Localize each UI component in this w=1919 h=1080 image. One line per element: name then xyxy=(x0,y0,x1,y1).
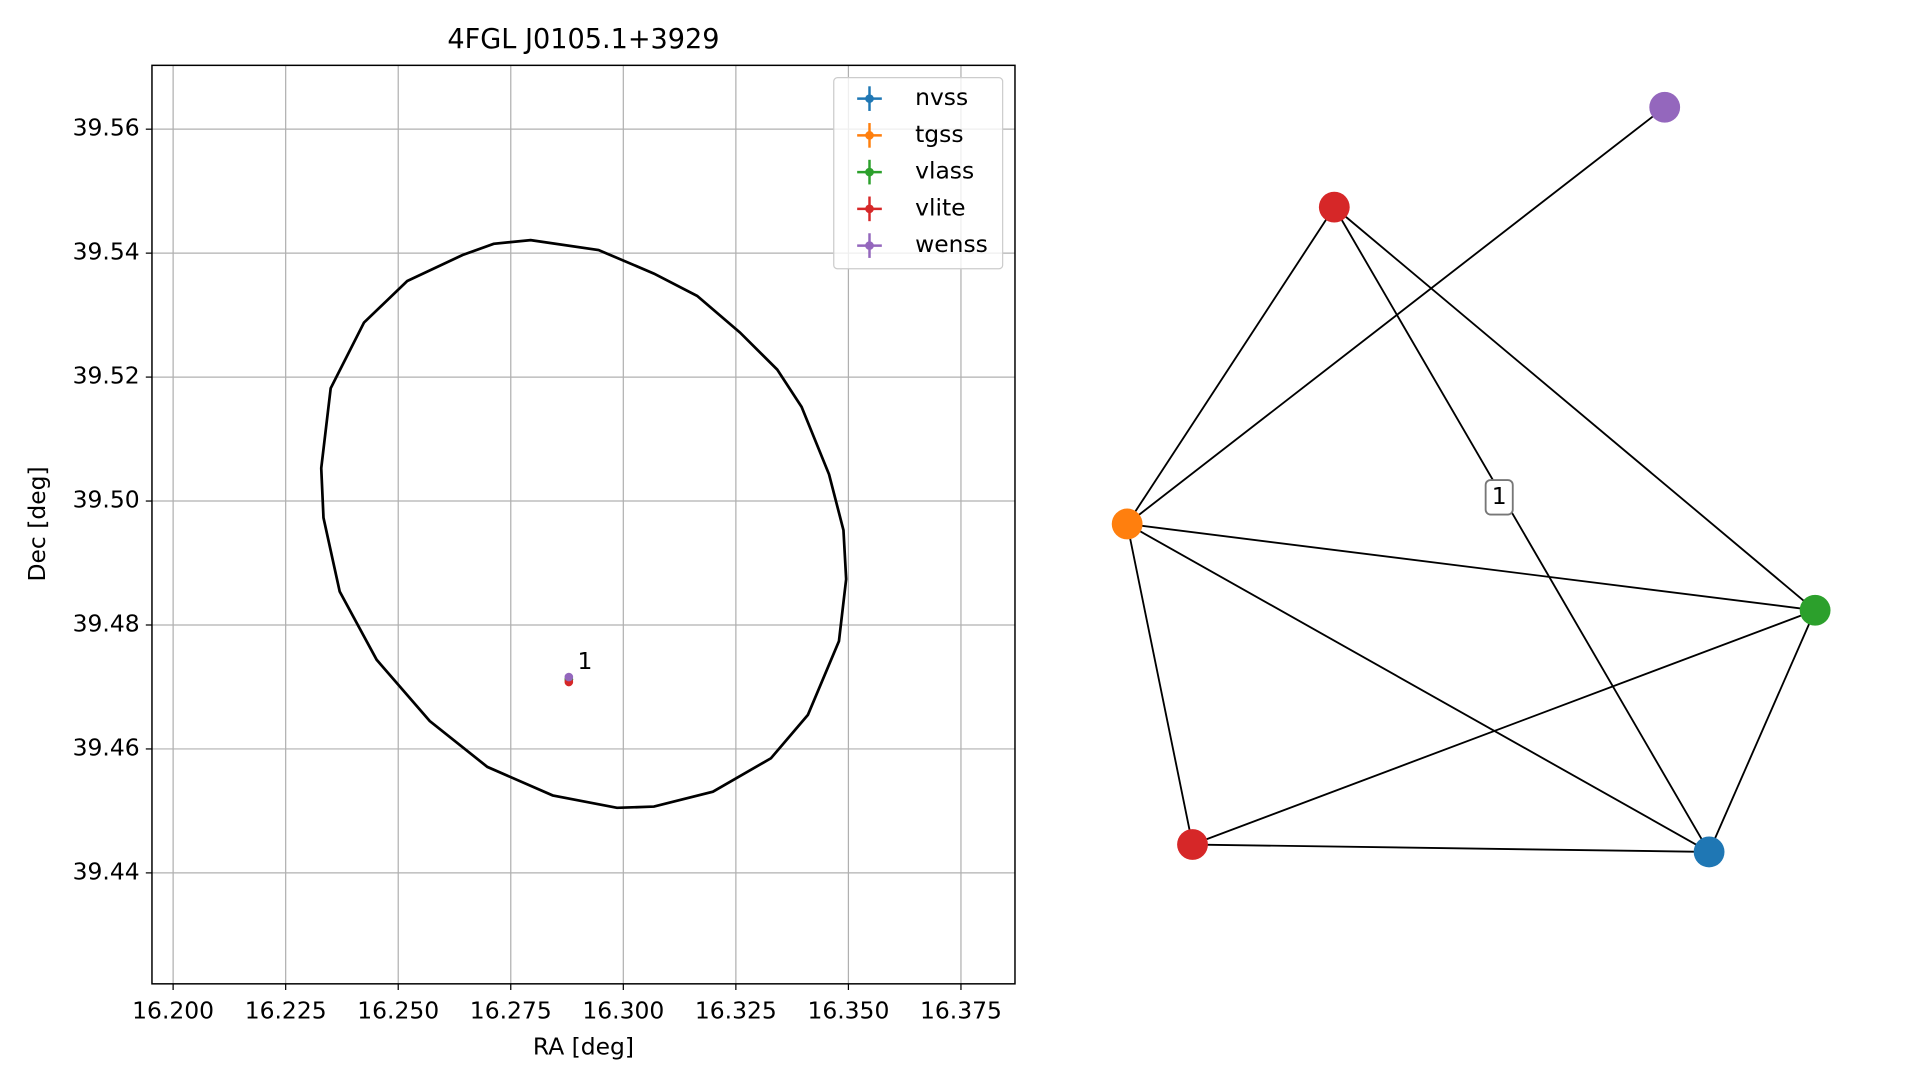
graph-edge xyxy=(1126,106,1666,525)
x-tick-label: 16.375 xyxy=(920,997,1002,1025)
graph-edge xyxy=(1126,523,1194,845)
x-tick-label: 16.200 xyxy=(132,997,214,1025)
y-tick-label: 39.46 xyxy=(73,733,140,761)
graph-edge xyxy=(1126,523,1710,853)
graph-node xyxy=(1799,594,1831,626)
legend: nvss tgss vlass vlite wenss xyxy=(833,77,1004,270)
graph-node xyxy=(1318,191,1350,223)
legend-label: wenss xyxy=(915,230,988,258)
data-point xyxy=(564,672,574,682)
x-axis-label: RA [deg] xyxy=(533,1032,634,1060)
x-tick-label: 16.350 xyxy=(807,997,889,1025)
legend-marker xyxy=(865,167,874,177)
graph-edge xyxy=(1333,206,1816,611)
axes-frame xyxy=(151,64,1016,985)
y-tick-label: 39.52 xyxy=(73,362,140,390)
edge-label-box xyxy=(1484,479,1514,516)
y-axis-label: Dec [deg] xyxy=(23,466,51,581)
edge-label: 1 xyxy=(1492,482,1507,510)
y-tick-label: 39.50 xyxy=(73,486,140,514)
graph-node xyxy=(1111,508,1143,540)
legend-label: vlass xyxy=(915,157,974,185)
y-tick-label: 39.54 xyxy=(73,238,140,266)
graph-edge xyxy=(1708,609,1816,853)
x-tick-label: 16.275 xyxy=(470,997,552,1025)
x-tick-label: 16.300 xyxy=(582,997,664,1025)
graph-edge xyxy=(1127,523,1816,612)
y-tick-label: 39.44 xyxy=(73,857,140,885)
x-tick-label: 16.225 xyxy=(245,997,327,1025)
ellipse xyxy=(319,238,848,810)
legend-marker xyxy=(865,94,874,103)
y-tick-label: 39.56 xyxy=(73,114,140,142)
annotation: 1 xyxy=(577,647,592,675)
legend-label: vlite xyxy=(915,193,965,221)
legend-marker xyxy=(865,241,874,250)
chart-title: 4FGL J0105.1+3929 xyxy=(447,24,719,55)
graph-edge xyxy=(1126,206,1336,525)
legend-marker xyxy=(865,131,874,140)
graph-node xyxy=(1693,836,1725,868)
y-tick-label: 39.48 xyxy=(73,609,140,637)
x-tick-label: 16.325 xyxy=(695,997,777,1025)
graph-edge xyxy=(1192,843,1710,853)
legend-marker xyxy=(865,204,874,214)
graph-node xyxy=(1177,829,1208,860)
graph-edge xyxy=(1192,609,1816,846)
graph-node xyxy=(1649,91,1681,123)
legend-label: nvss xyxy=(915,83,968,111)
x-tick-label: 16.250 xyxy=(357,997,439,1025)
legend-box xyxy=(833,77,1004,270)
legend-label: tgss xyxy=(915,120,963,148)
